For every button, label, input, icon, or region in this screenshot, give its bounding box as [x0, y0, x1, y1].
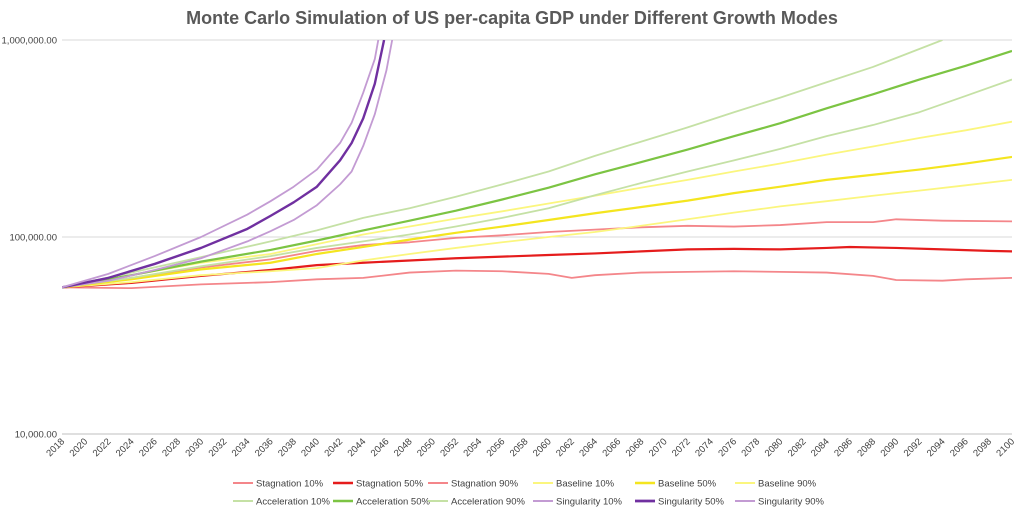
- legend-label: Stagnation 10%: [256, 479, 324, 490]
- series-line-singularity-50: [62, 40, 386, 289]
- x-tick-label: 2070: [647, 436, 670, 459]
- x-tick-label: 2022: [91, 436, 114, 459]
- x-tick-label: 2060: [531, 436, 554, 459]
- legend: Stagnation 10% Stagnation 50% Stagnation 9…: [233, 479, 825, 508]
- legend-label: Stagnation 50%: [356, 479, 424, 490]
- series-line-acceleration-10: [62, 78, 1012, 289]
- series-line-acceleration-90: [62, 40, 943, 289]
- x-tick-label: 2042: [322, 436, 345, 459]
- y-tick-label: 10,000.00: [15, 430, 57, 441]
- x-tick-label: 2086: [832, 436, 855, 459]
- x-tick-label: 2090: [879, 436, 902, 459]
- legend-item: Singularity 10%: [533, 497, 623, 508]
- x-tick-label: 2020: [68, 436, 91, 459]
- legend-item: Baseline 90%: [735, 479, 817, 490]
- series-line-stagnation-50: [62, 245, 1012, 289]
- x-tick-label: 2030: [183, 436, 206, 459]
- legend-label: Singularity 10%: [556, 497, 623, 508]
- x-tick-label: 2058: [508, 436, 531, 459]
- legend-label: Baseline 50%: [658, 479, 717, 490]
- x-tick-label: 2048: [392, 436, 415, 459]
- legend-item: Stagnation 10%: [233, 479, 324, 490]
- x-tick-label: 2082: [786, 436, 809, 459]
- legend-item: Baseline 50%: [635, 479, 717, 490]
- x-tick-label: 2064: [577, 436, 600, 459]
- y-tick-label: 1,000,000.00: [2, 36, 57, 47]
- series-line-acceleration-50: [62, 49, 1012, 289]
- series-line-baseline-10: [62, 178, 1012, 289]
- x-tick-label: 2046: [369, 436, 392, 459]
- x-tick-label: 2100: [994, 436, 1017, 459]
- x-tick-label: 2044: [346, 436, 369, 459]
- legend-item: Singularity 50%: [635, 497, 725, 508]
- legend-item: Acceleration 50%: [333, 497, 430, 508]
- x-tick-label: 2052: [438, 436, 461, 459]
- x-tick-label: 2062: [554, 436, 577, 459]
- x-tick-label: 2024: [114, 436, 137, 459]
- x-tick-label: 2076: [716, 436, 739, 459]
- series-line-singularity-10: [62, 40, 394, 289]
- x-tick-label: 2054: [461, 436, 484, 459]
- x-tick-label: 2056: [485, 436, 508, 459]
- chart-title: Monte Carlo Simulation of US per-capita …: [186, 8, 838, 28]
- x-tick-label: 2094: [925, 436, 948, 459]
- x-tick-label: 2036: [253, 436, 276, 459]
- y-tick-label: 100,000.00: [9, 233, 57, 244]
- x-tick-label: 2028: [160, 436, 183, 459]
- x-tick-label: 2088: [855, 436, 878, 459]
- legend-item: Stagnation 90%: [428, 479, 519, 490]
- x-tick-label: 2084: [809, 436, 832, 459]
- legend-item: Stagnation 50%: [333, 479, 424, 490]
- x-tick-label: 2032: [207, 436, 230, 459]
- series-line-singularity-90: [62, 40, 380, 289]
- legend-label: Acceleration 50%: [356, 497, 430, 508]
- x-tick-label: 2068: [624, 436, 647, 459]
- legend-item: Acceleration 90%: [428, 497, 525, 508]
- series-line-stagnation-90: [62, 218, 1012, 289]
- series-lines: [62, 40, 1012, 290]
- x-tick-label: 2026: [137, 436, 160, 459]
- x-tick-label: 2096: [948, 436, 971, 459]
- x-tick-label: 2038: [276, 436, 299, 459]
- legend-label: Singularity 50%: [658, 497, 725, 508]
- legend-label: Stagnation 90%: [451, 479, 519, 490]
- legend-label: Baseline 10%: [556, 479, 615, 490]
- x-tick-label: 2078: [740, 436, 763, 459]
- x-tick-label: 2072: [670, 436, 693, 459]
- x-tick-label: 2034: [230, 436, 253, 459]
- legend-label: Singularity 90%: [758, 497, 825, 508]
- x-tick-label: 2092: [902, 436, 925, 459]
- legend-label: Baseline 90%: [758, 479, 817, 490]
- x-tick-label: 2098: [971, 436, 994, 459]
- gridlines: [62, 39, 1012, 435]
- x-tick-label: 2066: [600, 436, 623, 459]
- legend-item: Acceleration 10%: [233, 497, 330, 508]
- legend-label: Acceleration 90%: [451, 497, 525, 508]
- x-tick-label: 2040: [299, 436, 322, 459]
- legend-item: Baseline 10%: [533, 479, 615, 490]
- series-line-stagnation-10: [62, 269, 1012, 290]
- x-tick-label: 2080: [763, 436, 786, 459]
- x-tick-label: 2074: [693, 436, 716, 459]
- series-line-baseline-50: [62, 155, 1012, 289]
- series-line-baseline-90: [62, 120, 1012, 289]
- x-tick-label: 2050: [415, 436, 438, 459]
- legend-item: Singularity 90%: [735, 497, 825, 508]
- legend-label: Acceleration 10%: [256, 497, 330, 508]
